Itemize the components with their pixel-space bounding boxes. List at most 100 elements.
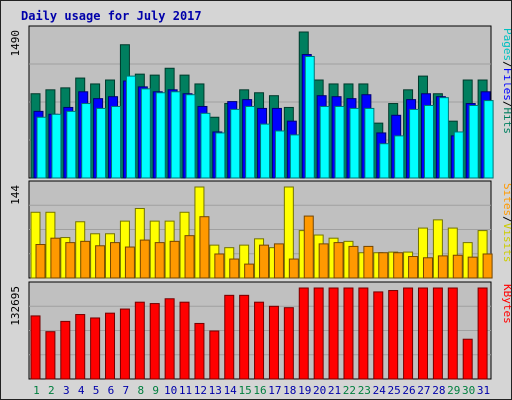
bar-hits-pages-day-30 [468,104,479,179]
bar-hits-pages-day-21 [334,105,345,179]
bar-kbytes-kbytes-day-21 [328,287,339,380]
bar-hits-pages-day-31 [483,100,494,179]
x-tick-label-day-28: 28 [432,384,445,397]
bar-hits-pages-day-7 [125,75,136,179]
bar-kbytes-kbytes-day-16 [254,301,265,380]
bar-kbytes-kbytes-day-11 [179,301,190,380]
panel-kbytes: 132695 KBytes [9,281,511,380]
legend-visits-item: / [501,216,511,223]
bar-hits-pages-day-16 [260,123,271,179]
x-tick-label-day-8: 8 [137,384,144,397]
legend-visits-item: Visits [501,223,511,263]
bar-hits-pages-day-22 [349,107,360,179]
panel-hits-ymax-label: 1490 [9,30,22,57]
x-tick-label-day-13: 13 [209,384,222,397]
x-tick-label-day-24: 24 [373,384,387,397]
panel-visits-legend: Sites/Visits [501,183,511,263]
bar-kbytes-kbytes-day-30 [462,338,473,380]
legend-visits-item: Sites [501,183,511,216]
bar-visits-sites-day-29 [452,254,463,279]
bar-hits-pages-day-14 [230,108,241,179]
x-tick-label-day-25: 25 [388,384,401,397]
x-tick-label-day-30: 30 [462,384,475,397]
x-tick-label-day-4: 4 [78,384,85,397]
bar-visits-sites-day-24 [378,252,389,279]
legend-hits-item: Hits [501,108,511,135]
bar-kbytes-kbytes-day-1 [30,315,41,380]
x-tick-label-day-9: 9 [152,384,159,397]
panel-kbytes-legend: KBytes [501,284,511,324]
bar-visits-sites-day-17 [273,243,284,279]
bar-hits-pages-day-15 [245,105,256,179]
panel-kbytes-ymax-label: 132695 [9,286,22,326]
x-tick-label-day-2: 2 [48,384,55,397]
bar-kbytes-kbytes-day-17 [268,305,279,380]
x-tick-label-day-10: 10 [164,384,177,397]
bar-kbytes-kbytes-day-28 [432,287,443,380]
panel-visits: 144 Sites/Visits [9,180,511,279]
bar-kbytes-kbytes-day-29 [447,287,458,380]
bar-kbytes-kbytes-day-10 [164,298,175,380]
bar-hits-pages-day-5 [96,107,107,179]
bar-visits-sites-day-16 [259,244,270,279]
bar-hits-pages-day-11 [185,94,196,179]
bar-visits-sites-day-28 [437,255,448,279]
legend-hits-item: / [501,61,511,68]
bar-kbytes-kbytes-day-14 [224,294,235,380]
bar-hits-pages-day-8 [140,88,151,179]
bar-visits-sites-day-25 [393,252,404,279]
bar-kbytes-kbytes-day-4 [75,314,86,380]
bar-visits-sites-day-20 [318,243,329,279]
bar-hits-pages-day-9 [155,92,166,179]
bar-hits-pages-day-26 [409,108,420,179]
panel-hits: 1490 Pages/Files/Hits [9,25,511,179]
x-tick-label-day-29: 29 [447,384,460,397]
bar-hits-pages-day-27 [423,104,434,179]
bar-kbytes-kbytes-day-5 [90,317,101,380]
bar-kbytes-kbytes-day-3 [60,320,71,380]
x-tick-label-day-15: 15 [238,384,251,397]
x-tick-label-day-3: 3 [63,384,70,397]
bar-visits-sites-day-23 [363,245,374,279]
x-tick-label-day-5: 5 [93,384,100,397]
panel-visits-ymax-label: 144 [9,185,22,205]
bar-visits-sites-day-8 [139,239,150,279]
x-tick-label-day-21: 21 [328,384,341,397]
bar-hits-pages-day-29 [453,131,464,179]
bar-hits-pages-day-10 [170,91,181,179]
bar-hits-pages-day-17 [274,130,285,179]
bar-visits-sites-day-13 [214,253,225,279]
bar-kbytes-kbytes-day-13 [209,330,220,380]
x-tick-label-day-26: 26 [402,384,415,397]
bar-kbytes-kbytes-day-8 [134,301,145,380]
bar-hits-pages-day-3 [66,110,77,179]
legend-hits-item: / [501,101,511,108]
bar-hits-pages-day-25 [394,135,405,179]
x-tick-label-day-11: 11 [179,384,192,397]
bar-kbytes-kbytes-day-31 [477,287,488,380]
bar-hits-pages-day-23 [364,107,375,179]
bar-hits-pages-day-18 [289,134,300,179]
x-tick-label-day-22: 22 [343,384,356,397]
bar-kbytes-kbytes-day-7 [119,308,130,380]
bar-hits-pages-day-6 [111,105,122,179]
panel-hits-legend: Pages/Files/Hits [501,28,511,134]
bar-kbytes-kbytes-day-24 [373,291,384,380]
bar-visits-sites-day-21 [333,242,344,279]
bar-kbytes-kbytes-day-20 [313,287,324,380]
x-tick-label-day-1: 1 [33,384,40,397]
bar-kbytes-kbytes-day-23 [358,287,369,380]
bar-kbytes-kbytes-day-18 [283,307,294,380]
bar-kbytes-kbytes-day-15 [239,294,250,380]
bar-hits-pages-day-19 [304,55,315,179]
bar-visits-sites-day-26 [408,256,419,279]
bar-hits-pages-day-24 [379,143,390,179]
bar-hits-pages-day-1 [36,116,47,179]
x-tick-label-day-6: 6 [108,384,115,397]
bar-visits-sites-day-1 [35,244,46,279]
bar-visits-sites-day-9 [154,242,165,279]
bar-kbytes-kbytes-day-2 [45,331,56,380]
bar-visits-sites-day-12 [199,216,210,279]
x-tick-label-day-14: 14 [224,384,238,397]
